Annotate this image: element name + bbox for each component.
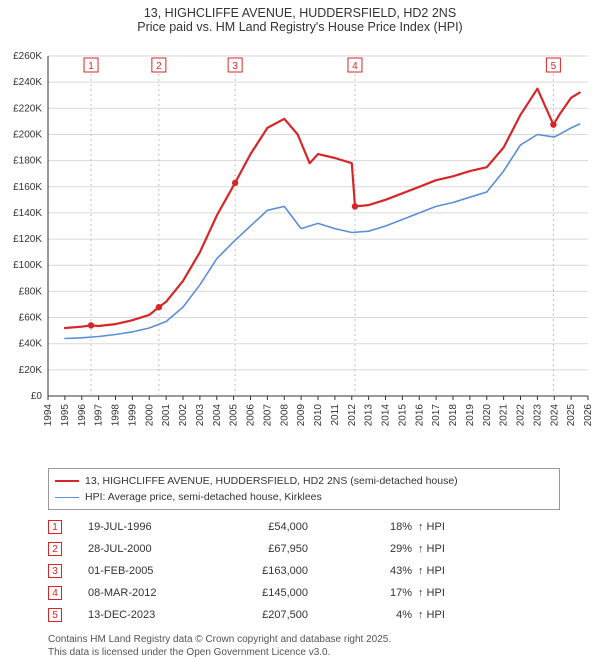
legend-swatch	[55, 480, 79, 482]
svg-text:5: 5	[551, 61, 557, 72]
svg-text:2005: 2005	[229, 404, 240, 427]
svg-text:2007: 2007	[262, 404, 273, 427]
svg-text:3: 3	[232, 61, 238, 72]
svg-text:2021: 2021	[499, 404, 510, 427]
svg-text:£40K: £40K	[19, 339, 43, 350]
sale-pct: 18%	[328, 521, 418, 533]
sale-marker-icon: 5	[48, 608, 62, 622]
legend-label: HPI: Average price, semi-detached house,…	[85, 491, 322, 503]
svg-text:£60K: £60K	[19, 313, 43, 324]
svg-text:2024: 2024	[549, 404, 560, 427]
svg-text:2018: 2018	[448, 404, 459, 427]
svg-text:£0: £0	[31, 391, 43, 402]
sale-price: £207,500	[218, 609, 328, 621]
sale-date: 13-DEC-2023	[88, 609, 218, 621]
svg-text:2026: 2026	[583, 404, 594, 427]
svg-text:2023: 2023	[532, 404, 543, 427]
sale-pct: 17%	[328, 587, 418, 599]
svg-text:2: 2	[156, 61, 162, 72]
legend-item: HPI: Average price, semi-detached house,…	[55, 489, 553, 505]
svg-text:2016: 2016	[414, 404, 425, 427]
sale-price: £145,000	[218, 587, 328, 599]
sale-hpi-suffix: ↑ HPI	[418, 587, 560, 599]
svg-text:£120K: £120K	[13, 234, 42, 245]
svg-text:£260K: £260K	[13, 51, 42, 62]
svg-text:2019: 2019	[465, 404, 476, 427]
svg-text:£80K: £80K	[19, 286, 43, 297]
sale-price: £163,000	[218, 565, 328, 577]
svg-text:£200K: £200K	[13, 129, 42, 140]
table-row: 2 28-JUL-2000£67,95029%↑ HPI	[48, 538, 560, 560]
svg-text:2002: 2002	[178, 404, 189, 427]
svg-text:£240K: £240K	[13, 77, 42, 88]
sale-hpi-suffix: ↑ HPI	[418, 521, 560, 533]
svg-text:2006: 2006	[246, 404, 257, 427]
sale-marker-icon: 4	[48, 586, 62, 600]
svg-text:1: 1	[88, 61, 94, 72]
svg-text:2009: 2009	[296, 404, 307, 427]
svg-text:2022: 2022	[516, 404, 527, 427]
table-row: 3 01-FEB-2005£163,00043%↑ HPI	[48, 560, 560, 582]
chart-header: 13, HIGHCLIFFE AVENUE, HUDDERSFIELD, HD2…	[0, 0, 600, 36]
sale-date: 08-MAR-2012	[88, 587, 218, 599]
table-row: 1 19-JUL-1996£54,00018%↑ HPI	[48, 516, 560, 538]
sale-hpi-suffix: ↑ HPI	[418, 565, 560, 577]
table-row: 5 13-DEC-2023£207,5004%↑ HPI	[48, 604, 560, 626]
svg-text:2014: 2014	[381, 404, 392, 427]
svg-text:4: 4	[352, 61, 358, 72]
svg-text:2001: 2001	[161, 404, 172, 427]
legend-box: 13, HIGHCLIFFE AVENUE, HUDDERSFIELD, HD2…	[48, 468, 560, 510]
sale-price: £67,950	[218, 543, 328, 555]
sale-hpi-suffix: ↑ HPI	[418, 543, 560, 555]
svg-text:2025: 2025	[566, 404, 577, 427]
svg-text:£20K: £20K	[19, 365, 43, 376]
svg-text:2011: 2011	[330, 404, 341, 426]
svg-text:2020: 2020	[482, 404, 493, 427]
svg-text:£220K: £220K	[13, 103, 42, 114]
footer-line-1: Contains HM Land Registry data © Crown c…	[48, 634, 560, 647]
svg-text:1999: 1999	[127, 404, 138, 427]
sale-marker-icon: 1	[48, 520, 62, 534]
footer-note: Contains HM Land Registry data © Crown c…	[48, 634, 560, 659]
legend-swatch	[55, 497, 79, 498]
svg-text:2003: 2003	[195, 404, 206, 427]
table-row: 4 08-MAR-2012£145,00017%↑ HPI	[48, 582, 560, 604]
svg-text:1995: 1995	[60, 404, 71, 427]
sale-hpi-suffix: ↑ HPI	[418, 609, 560, 621]
price-chart-svg: £0 £20K £40K £60K £80K £100K £120K £140K £160K £1…	[0, 36, 600, 466]
svg-text:1998: 1998	[111, 404, 122, 427]
sale-marker-icon: 2	[48, 542, 62, 556]
chart-area: £0 £20K £40K £60K £80K £100K £120K £140K £160K £1…	[0, 36, 600, 466]
svg-text:2013: 2013	[364, 404, 375, 427]
sale-date: 19-JUL-1996	[88, 521, 218, 533]
sale-date: 28-JUL-2000	[88, 543, 218, 555]
svg-text:1996: 1996	[77, 404, 88, 427]
sale-pct: 43%	[328, 565, 418, 577]
legend-label: 13, HIGHCLIFFE AVENUE, HUDDERSFIELD, HD2…	[85, 475, 458, 487]
title-line-1: 13, HIGHCLIFFE AVENUE, HUDDERSFIELD, HD2…	[0, 6, 600, 20]
sales-table: 119-JUL-1996£54,00018%↑ HPI228-JUL-2000£…	[48, 516, 560, 626]
svg-text:2008: 2008	[279, 404, 290, 427]
sale-pct: 4%	[328, 609, 418, 621]
sale-marker-icon: 3	[48, 564, 62, 578]
footer-line-2: This data is licensed under the Open Gov…	[48, 647, 560, 659]
sale-date: 01-FEB-2005	[88, 565, 218, 577]
svg-text:£140K: £140K	[13, 208, 42, 219]
svg-text:£180K: £180K	[13, 156, 42, 167]
svg-text:2000: 2000	[144, 404, 155, 427]
title-line-2: Price paid vs. HM Land Registry's House …	[0, 20, 600, 34]
svg-text:1994: 1994	[43, 404, 54, 427]
svg-text:2017: 2017	[431, 404, 442, 427]
svg-text:1997: 1997	[94, 404, 105, 427]
svg-text:2010: 2010	[313, 404, 324, 427]
sale-pct: 29%	[328, 543, 418, 555]
svg-text:2012: 2012	[347, 404, 358, 427]
svg-text:£100K: £100K	[13, 260, 42, 271]
svg-text:2015: 2015	[397, 404, 408, 427]
svg-text:£160K: £160K	[13, 182, 42, 193]
sale-price: £54,000	[218, 521, 328, 533]
svg-text:2004: 2004	[212, 404, 223, 427]
legend-item: 13, HIGHCLIFFE AVENUE, HUDDERSFIELD, HD2…	[55, 473, 553, 489]
